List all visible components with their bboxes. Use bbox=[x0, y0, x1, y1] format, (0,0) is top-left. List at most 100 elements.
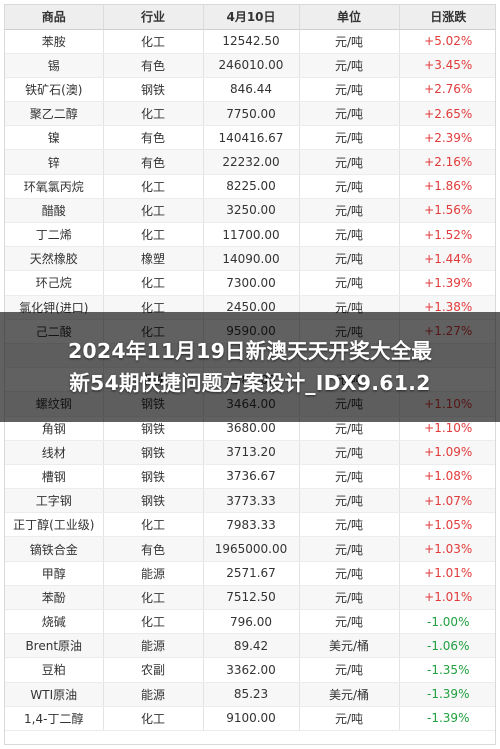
commodity-name-cell: 苯胺 bbox=[5, 29, 104, 54]
unit-cell: 元/吨 bbox=[299, 222, 400, 248]
table-row[interactable]: 线材 钢铁 3713.20 元/吨 +1.09% bbox=[5, 440, 495, 465]
table-row[interactable]: 苯胺 化工 12542.50 元/吨 +5.02% bbox=[5, 29, 495, 54]
commodity-name-cell: 正丁醇(工业级) bbox=[5, 512, 104, 538]
table-row[interactable]: 锌有色 22232.00 元/吨 +2.16% bbox=[5, 149, 495, 175]
table-row[interactable]: 烧碱 化工 796.00 元/吨 -1.00% bbox=[5, 609, 495, 635]
unit-cell: 美元/桶 bbox=[299, 633, 400, 659]
commodity-name-cell: 1,4-丁二醇 bbox=[5, 706, 104, 731]
table-row[interactable]: 1,4-丁二醇 化工 9100.00 元/吨 -1.39% bbox=[5, 706, 495, 731]
table-row[interactable]: 环氧氯丙烷 化工 8225.00 元/吨 +1.86% bbox=[5, 174, 495, 199]
price-cell: 2571.67 bbox=[203, 561, 300, 586]
daily-change-cell: +1.01% bbox=[399, 561, 495, 586]
unit-cell: 元/吨 bbox=[299, 270, 400, 296]
industry-cell: 有色 bbox=[103, 149, 204, 175]
unit-cell: 元/吨 bbox=[299, 585, 400, 611]
table-header: 商品 行业 4月10日 单位 日涨跌 bbox=[5, 5, 495, 30]
daily-change-cell: +1.52% bbox=[399, 222, 495, 248]
table-row[interactable]: 环己烷 化工 7300.00 元/吨 +1.39% bbox=[5, 270, 495, 296]
industry-cell: 化工 bbox=[103, 198, 204, 224]
daily-change-cell: +1.08% bbox=[399, 464, 495, 490]
column-header-date-price[interactable]: 4月10日 bbox=[203, 5, 300, 30]
industry-cell: 橡塑 bbox=[103, 246, 204, 272]
daily-change-cell: -1.00% bbox=[399, 609, 495, 635]
price-cell: 796.00 bbox=[203, 609, 300, 635]
price-cell: 7512.50 bbox=[203, 585, 300, 611]
price-cell: 14090.00 bbox=[203, 246, 300, 272]
commodity-name-cell: 工字钢 bbox=[5, 488, 104, 514]
industry-cell: 化工 bbox=[103, 585, 204, 611]
daily-change-cell: +1.39% bbox=[399, 270, 495, 296]
unit-cell: 元/吨 bbox=[299, 125, 400, 151]
commodity-name-cell: 苯酚 bbox=[5, 585, 104, 611]
unit-cell: 元/吨 bbox=[299, 77, 400, 103]
daily-change-cell: +2.76% bbox=[399, 77, 495, 103]
table-row[interactable]: 锡有色 246010.00 元/吨 +3.45% bbox=[5, 53, 495, 78]
unit-cell: 元/吨 bbox=[299, 29, 400, 54]
daily-change-cell: +2.16% bbox=[399, 149, 495, 175]
unit-cell: 元/吨 bbox=[299, 657, 400, 683]
price-cell: 3250.00 bbox=[203, 198, 300, 224]
daily-change-cell: +3.45% bbox=[399, 53, 495, 78]
commodity-name-cell: WTI原油 bbox=[5, 682, 104, 707]
daily-change-cell: +2.65% bbox=[399, 101, 495, 127]
price-cell: 3362.00 bbox=[203, 657, 300, 683]
price-cell: 12542.50 bbox=[203, 29, 300, 54]
daily-change-cell: +1.03% bbox=[399, 536, 495, 562]
price-cell: 8225.00 bbox=[203, 174, 300, 199]
commodity-name-cell: 聚乙二醇 bbox=[5, 101, 104, 127]
table-row[interactable]: 醋酸 化工 3250.00 元/吨 +1.56% bbox=[5, 198, 495, 224]
table-row[interactable]: 槽钢 钢铁 3736.67 元/吨 +1.08% bbox=[5, 464, 495, 490]
industry-cell: 化工 bbox=[103, 29, 204, 54]
price-cell: 846.44 bbox=[203, 77, 300, 103]
industry-cell: 钢铁 bbox=[103, 77, 204, 103]
daily-change-cell: +1.86% bbox=[399, 174, 495, 199]
table-row[interactable]: Brent原油 能源 89.42 美元/桶 -1.06% bbox=[5, 633, 495, 659]
column-header-unit[interactable]: 单位 bbox=[299, 5, 400, 30]
table-row[interactable]: 工字钢 钢铁 3773.33 元/吨 +1.07% bbox=[5, 488, 495, 514]
daily-change-cell: +1.05% bbox=[399, 512, 495, 538]
industry-cell: 能源 bbox=[103, 633, 204, 659]
table-row[interactable]: 正丁醇(工业级) 化工 7983.33 元/吨 +1.05% bbox=[5, 512, 495, 538]
industry-cell: 化工 bbox=[103, 609, 204, 635]
column-header-commodity[interactable]: 商品 bbox=[5, 5, 104, 30]
price-cell: 85.23 bbox=[203, 682, 300, 707]
price-cell: 7750.00 bbox=[203, 101, 300, 127]
table-row[interactable]: 镝铁合金 有色 1965000.00 元/吨 +1.03% bbox=[5, 536, 495, 562]
unit-cell: 元/吨 bbox=[299, 536, 400, 562]
commodity-name-cell: 镍 bbox=[5, 125, 104, 151]
price-cell: 246010.00 bbox=[203, 53, 300, 78]
unit-cell: 美元/桶 bbox=[299, 682, 400, 707]
column-header-daily-change[interactable]: 日涨跌 bbox=[399, 5, 495, 30]
unit-cell: 元/吨 bbox=[299, 609, 400, 635]
commodity-name-cell: 镝铁合金 bbox=[5, 536, 104, 562]
commodity-name-cell: 锌 bbox=[5, 149, 104, 175]
unit-cell: 元/吨 bbox=[299, 174, 400, 199]
price-cell: 89.42 bbox=[203, 633, 300, 659]
table-row[interactable]: 甲醇 能源 2571.67 元/吨 +1.01% bbox=[5, 561, 495, 586]
daily-change-cell: +1.56% bbox=[399, 198, 495, 224]
price-cell: 3713.20 bbox=[203, 440, 300, 465]
daily-change-cell: +5.02% bbox=[399, 29, 495, 54]
industry-cell: 化工 bbox=[103, 270, 204, 296]
column-header-industry[interactable]: 行业 bbox=[103, 5, 204, 30]
table-row[interactable]: 苯酚 化工 7512.50 元/吨 +1.01% bbox=[5, 585, 495, 611]
commodity-name-cell: 铁矿石(澳) bbox=[5, 77, 104, 103]
commodity-name-cell: 丁二烯 bbox=[5, 222, 104, 248]
table-row[interactable]: WTI原油 能源 85.23 美元/桶 -1.39% bbox=[5, 682, 495, 707]
price-cell: 11700.00 bbox=[203, 222, 300, 248]
industry-cell: 能源 bbox=[103, 561, 204, 586]
table-row[interactable]: 聚乙二醇 化工 7750.00 元/吨 +2.65% bbox=[5, 101, 495, 127]
unit-cell: 元/吨 bbox=[299, 512, 400, 538]
table-row[interactable]: 丁二烯 化工 11700.00 元/吨 +1.52% bbox=[5, 222, 495, 248]
commodity-name-cell: 天然橡胶 bbox=[5, 246, 104, 272]
industry-cell: 农副 bbox=[103, 657, 204, 683]
table-row[interactable]: 豆粕 农副 3362.00 元/吨 -1.35% bbox=[5, 657, 495, 683]
table-row[interactable]: 天然橡胶 橡塑 14090.00 元/吨 +1.44% bbox=[5, 246, 495, 272]
industry-cell: 有色 bbox=[103, 53, 204, 78]
unit-cell: 元/吨 bbox=[299, 101, 400, 127]
title-overlay-banner: 2024年11月19日新澳天天开奖大全最 新54期快捷问题方案设计_IDX9.6… bbox=[0, 312, 500, 422]
commodity-name-cell: 槽钢 bbox=[5, 464, 104, 490]
table-row[interactable]: 铁矿石(澳) 钢铁 846.44 元/吨 +2.76% bbox=[5, 77, 495, 103]
table-row[interactable]: 镍有色 140416.67 元/吨 +2.39% bbox=[5, 125, 495, 151]
commodity-name-cell: 豆粕 bbox=[5, 657, 104, 683]
